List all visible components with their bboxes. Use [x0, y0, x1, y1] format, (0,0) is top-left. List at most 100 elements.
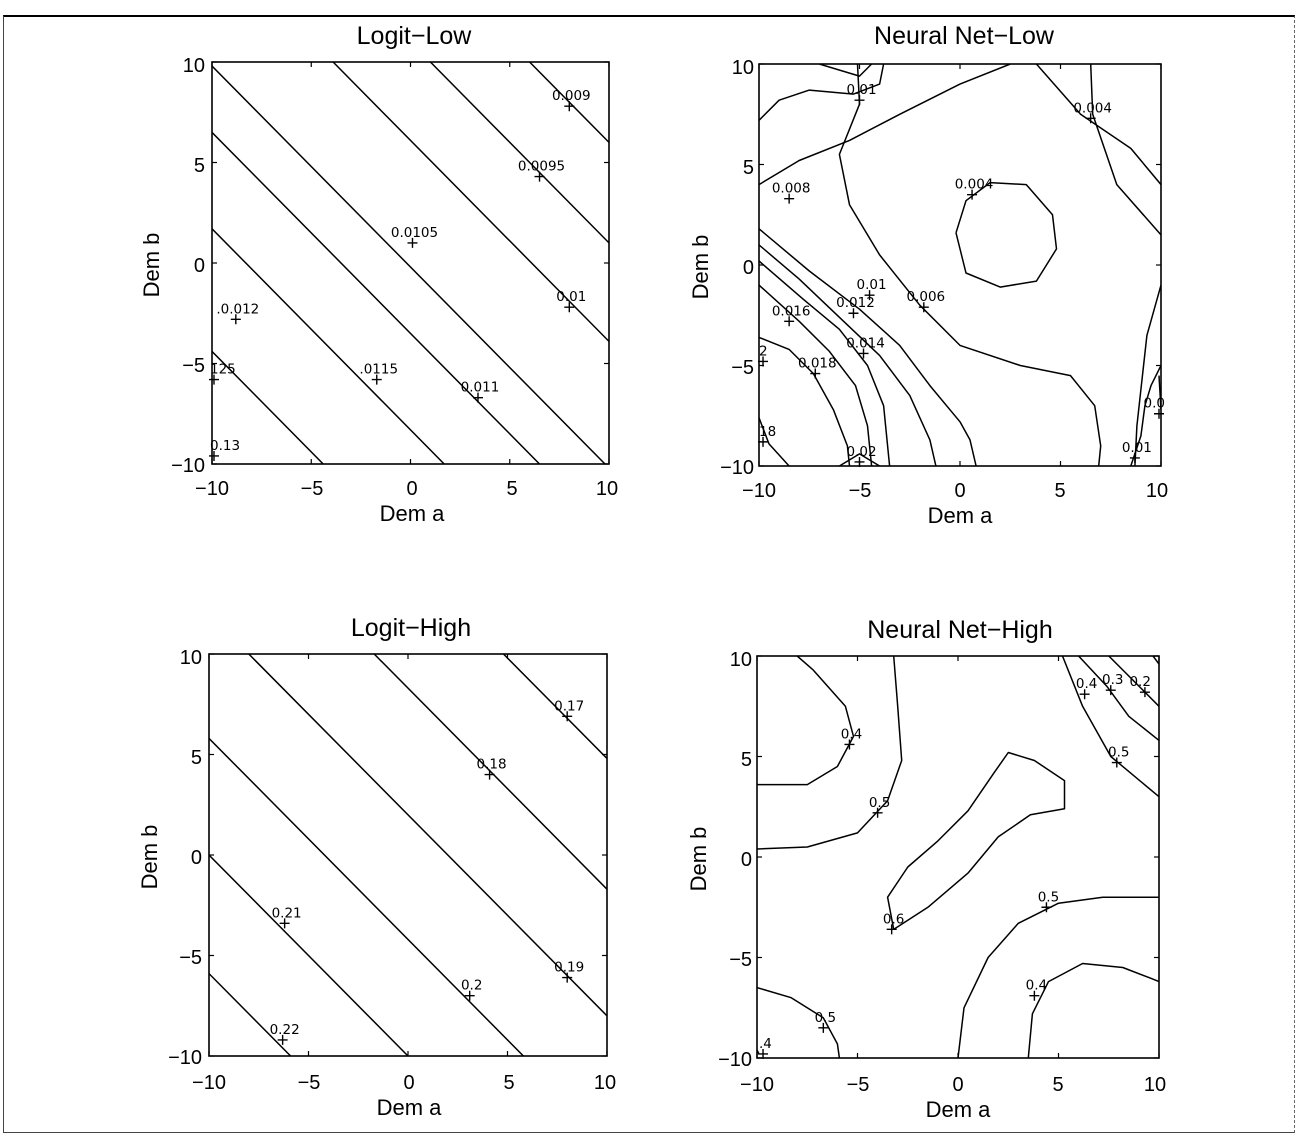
contour-line [212, 228, 445, 464]
contour-line [209, 973, 292, 1056]
contour-line [819, 64, 873, 77]
contour-label: 0.01 [857, 277, 887, 293]
contour-label-marker [279, 918, 290, 929]
y-tick-label: −5 [731, 357, 754, 379]
contour-label-marker [758, 1048, 769, 1059]
contour-line [209, 854, 409, 1056]
contour-label-marker [848, 308, 859, 319]
contour-label: 0.5 [1038, 889, 1059, 905]
contour-label-marker [818, 1022, 829, 1033]
contour-label-marker [1079, 689, 1090, 700]
contour-label-marker [464, 990, 475, 1001]
contour-label-marker [1129, 452, 1140, 463]
contour-line [1089, 64, 1161, 236]
x-tick-label: 5 [1054, 480, 1065, 502]
contour-line [248, 654, 607, 1017]
y-axis-label: Dem b [139, 233, 164, 298]
contour-label-marker [918, 302, 929, 313]
contour-line [1108, 656, 1159, 707]
panel-logit-low: Logit−Low Dem a Dem b −10 −5 0 5 10 −10 … [139, 22, 618, 526]
y-tick-label: 10 [730, 649, 752, 671]
contour-label-marker [230, 314, 241, 325]
contour-line [759, 336, 851, 466]
contour-line [212, 131, 541, 464]
y-axis-label: Dem b [137, 825, 162, 890]
y-tick-label: −10 [171, 455, 205, 477]
contour-label-marker [967, 189, 978, 200]
y-tick-label: 10 [183, 55, 205, 77]
x-tick-label: 0 [952, 1074, 963, 1096]
contour-line [759, 260, 891, 466]
contour-line [957, 896, 1159, 1058]
contour-label: 0.018 [798, 356, 837, 372]
contour-line [759, 64, 885, 121]
plot-frame [211, 61, 610, 465]
contour-label-marker [854, 456, 865, 467]
contour-lines [757, 656, 1159, 1058]
contour-label-marker [472, 392, 483, 403]
contour-label: 0.4 [841, 726, 862, 742]
plot-frame [758, 63, 1162, 467]
contour-line [212, 65, 606, 464]
x-tick-label: 0 [403, 1072, 414, 1094]
y-tick-label: −5 [729, 949, 752, 971]
y-tick-label: 5 [743, 157, 754, 179]
contour-line [209, 737, 524, 1056]
contour-label-marker [844, 739, 855, 750]
contour-label: 0.5 [1108, 745, 1129, 761]
x-tick-label: 10 [596, 478, 618, 500]
y-tick-label: 5 [194, 155, 205, 177]
contour-line [759, 417, 790, 466]
contour-label-marker [886, 924, 897, 935]
plot-frame [208, 653, 608, 1057]
panel-title: Logit−High [351, 614, 471, 642]
contour-line [502, 654, 607, 760]
x-axis-label: Dem a [926, 1097, 992, 1122]
x-tick-label: 10 [1144, 1074, 1166, 1096]
x-tick-label: −5 [849, 480, 872, 502]
x-tick-label: −10 [192, 1072, 226, 1094]
contour-label: 0.2 [1129, 674, 1150, 690]
contour-label: 0.19 [554, 960, 584, 976]
contour-label-marker [208, 374, 219, 385]
x-tick-label: −10 [742, 480, 776, 502]
contour-lines [212, 62, 609, 464]
panel-neural-net-low: Neural Net−Low Dem a Dem b −10 −5 0 5 10… [688, 22, 1168, 528]
contour-label: 0.22 [270, 1022, 300, 1038]
contour-label-marker [1041, 902, 1052, 913]
contour-label: 0.13 [210, 438, 240, 454]
contour-label-marker [407, 237, 418, 248]
x-tick-label: −10 [740, 1074, 774, 1096]
contour-label-marker [810, 368, 821, 379]
contour-label: .0.012 [216, 301, 259, 317]
contour-line [757, 656, 855, 786]
contour-label-marker [1029, 990, 1040, 1001]
contour-line [1158, 375, 1161, 410]
contour-label: 18 [759, 424, 776, 440]
contour-label-marker [1085, 113, 1096, 124]
y-tick-label: −10 [718, 1049, 752, 1071]
contour-line [759, 228, 977, 466]
contour-label: 0.21 [272, 905, 302, 921]
contour-label-marker [208, 450, 219, 461]
x-tick-label: 10 [1146, 480, 1168, 502]
contour-label-marker [854, 95, 865, 106]
contour-label: 0.009 [552, 88, 591, 104]
contour-label: 0.014 [846, 335, 885, 351]
y-tick-label: 10 [180, 647, 202, 669]
x-tick-label: −5 [298, 1072, 321, 1094]
y-tick-label: −5 [179, 947, 202, 969]
y-tick-label: 5 [741, 749, 752, 771]
y-tick-label: −10 [720, 457, 754, 479]
contour-label-marker [484, 769, 495, 780]
contour-label-marker [534, 171, 545, 182]
contour-label: 0.0 [1144, 396, 1165, 412]
y-tick-label: 5 [191, 747, 202, 769]
x-tick-label: −5 [301, 478, 324, 500]
contour-line [759, 64, 1011, 186]
x-tick-label: 5 [506, 478, 517, 500]
contour-label-marker [562, 972, 573, 983]
contour-line [332, 62, 609, 342]
contour-line [1134, 284, 1161, 466]
